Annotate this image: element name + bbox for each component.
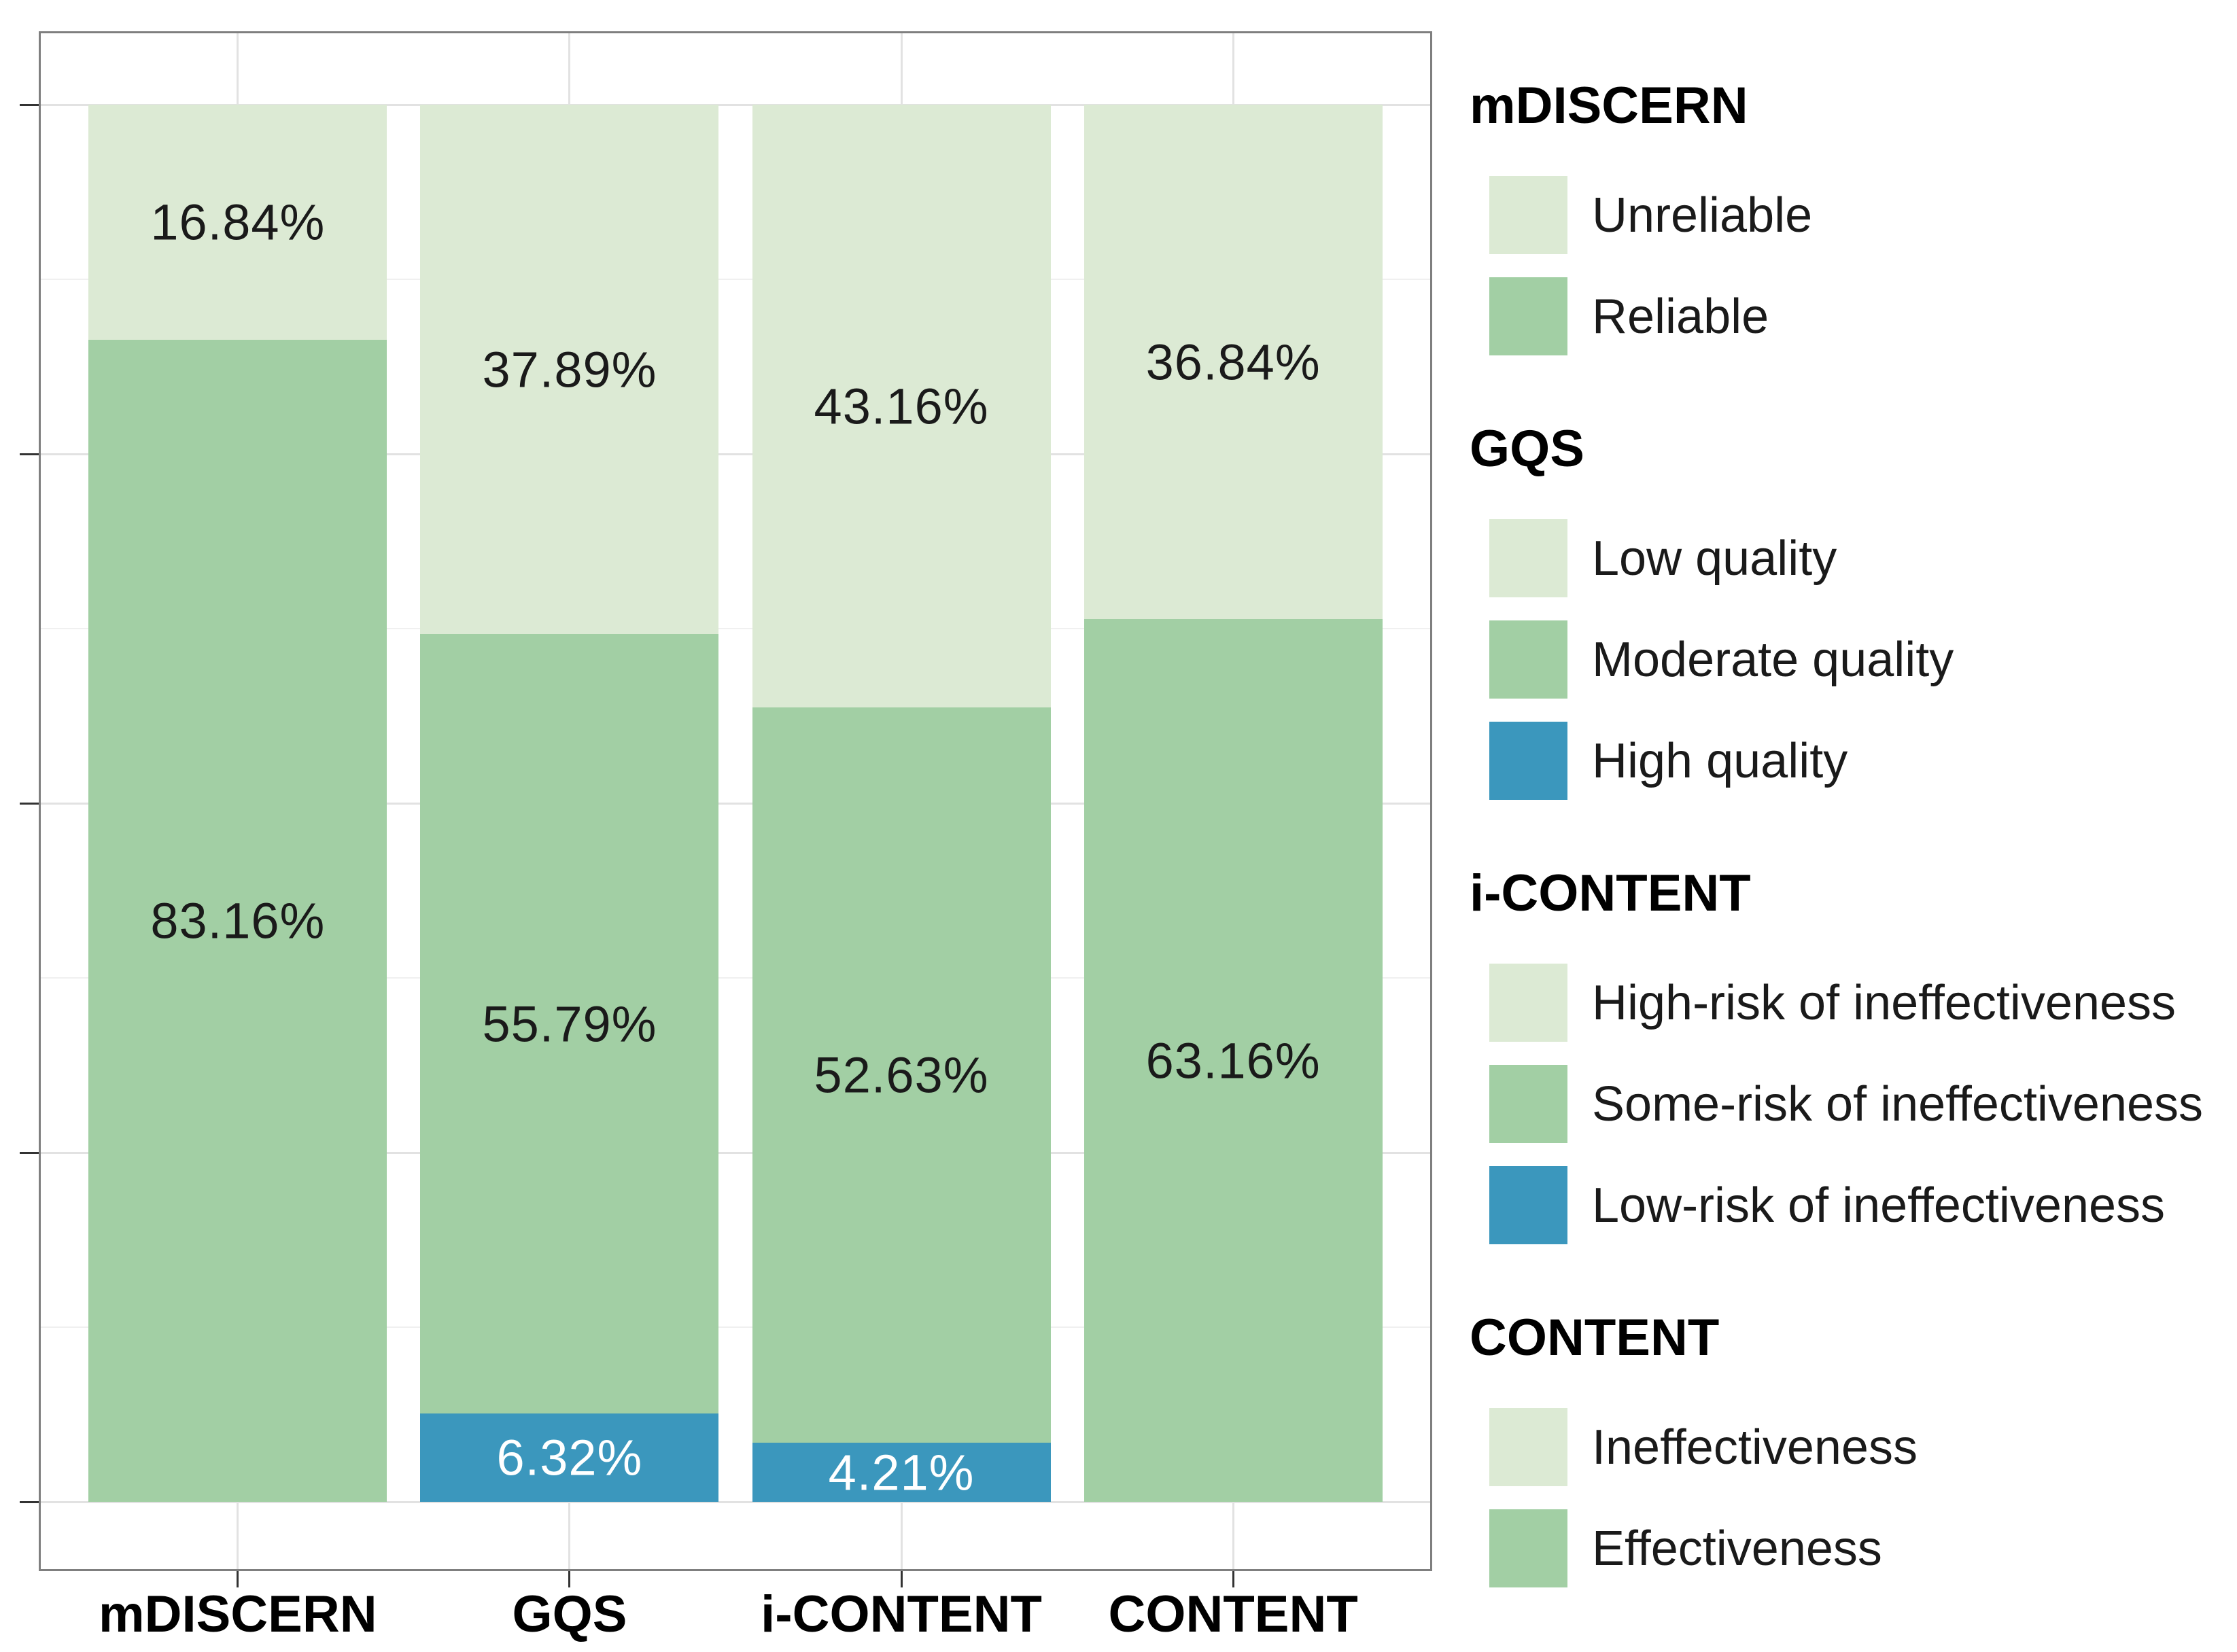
- bar-segment-i-CONTENT-Some-risk of ineffectiveness: [752, 707, 1051, 1443]
- value-label: 4.21%: [828, 1444, 975, 1501]
- legend-item-label: Unreliable: [1592, 188, 1813, 243]
- legend-group-title-i-CONTENT: i-CONTENT: [1470, 864, 1751, 922]
- legend-item-label: Reliable: [1592, 289, 1769, 344]
- x-axis-label-CONTENT: CONTENT: [1108, 1585, 1358, 1643]
- bar-segment-i-CONTENT-Low-risk of ineffectiveness: [752, 1443, 1051, 1502]
- legend-item-label: Some-risk of ineffectiveness: [1592, 1076, 2204, 1131]
- y-minor-gridline: [39, 977, 1432, 979]
- y-major-gridline: [39, 802, 1432, 805]
- legend-item-label: Low quality: [1592, 531, 1837, 586]
- x-axis-tick: [237, 1571, 239, 1587]
- y-major-gridline: [39, 453, 1432, 455]
- x-axis-label-i-CONTENT: i-CONTENT: [761, 1585, 1042, 1643]
- bar-segment-CONTENT-Ineffectiveness: [1083, 105, 1383, 620]
- legend-group-title-GQS: GQS: [1470, 420, 1584, 478]
- bar-segment-GQS-Low quality: [420, 105, 719, 635]
- y-minor-gridline: [39, 1326, 1432, 1328]
- y-axis-tick: [20, 1151, 39, 1154]
- y-axis-tick: [20, 802, 39, 805]
- legend-swatch-High quality: [1489, 722, 1567, 800]
- legend-group-title-mDISCERN: mDISCERN: [1470, 77, 1748, 135]
- legend-item-label: High quality: [1592, 733, 1848, 788]
- y-axis-tick: [20, 453, 39, 455]
- value-label: 16.84%: [150, 194, 326, 251]
- legend-item-label: Low-risk of ineffectiveness: [1592, 1178, 2166, 1233]
- bar-segment-GQS-Moderate quality: [420, 634, 719, 1414]
- plot-panel: 83.16% 16.84% 6.32% 55.79% 37.89% 4.21% 52.63%…: [39, 31, 1432, 1571]
- bar-segment-GQS-High quality: [420, 1413, 719, 1502]
- legend-item-label: Moderate quality: [1592, 632, 1954, 687]
- y-major-gridline: [39, 1500, 1432, 1503]
- x-axis-tick: [900, 1571, 903, 1587]
- x-axis-label-GQS: GQS: [512, 1585, 627, 1643]
- legend-item-label: Effectiveness: [1592, 1521, 1882, 1576]
- legend-swatch-Some-risk of ineffectiveness: [1489, 1065, 1567, 1143]
- y-axis-tick: [20, 1500, 39, 1503]
- legend-swatch-Reliable: [1489, 277, 1567, 355]
- value-label: 63.16%: [1145, 1032, 1321, 1089]
- y-major-gridline: [39, 103, 1432, 106]
- y-major-gridline: [39, 1151, 1432, 1154]
- value-label: 37.89%: [482, 341, 657, 398]
- legend-swatch-High-risk of ineffectiveness: [1489, 964, 1567, 1042]
- y-axis-tick: [20, 103, 39, 106]
- bar-segment-mDISCERN-Reliable: [88, 340, 387, 1502]
- legend-swatch-Effectiveness: [1489, 1509, 1567, 1587]
- x-axis-label-mDISCERN: mDISCERN: [99, 1585, 377, 1643]
- x-axis-tick: [1232, 1571, 1234, 1587]
- y-minor-gridline: [39, 279, 1432, 280]
- legend-item-label: High-risk of ineffectiveness: [1592, 975, 2177, 1030]
- value-label: 52.63%: [814, 1047, 989, 1104]
- legend-swatch-Ineffectiveness: [1489, 1408, 1567, 1486]
- value-label: 36.84%: [1145, 334, 1321, 391]
- value-label: 6.32%: [496, 1429, 643, 1486]
- value-label: 83.16%: [150, 892, 326, 949]
- bar-segment-CONTENT-Effectiveness: [1083, 619, 1383, 1502]
- value-label: 55.79%: [482, 996, 657, 1053]
- legend-swatch-Low quality: [1489, 519, 1567, 597]
- legend-group-title-CONTENT: CONTENT: [1470, 1309, 1720, 1367]
- x-axis-tick: [568, 1571, 571, 1587]
- bar-segment-i-CONTENT-High-risk of ineffectiveness: [752, 105, 1051, 708]
- bar-segment-mDISCERN-Unreliable: [88, 105, 387, 340]
- value-label: 43.16%: [814, 378, 989, 435]
- y-minor-gridline: [39, 628, 1432, 629]
- legend-swatch-Moderate quality: [1489, 620, 1567, 699]
- legend-swatch-Unreliable: [1489, 176, 1567, 254]
- legend-swatch-Low-risk of ineffectiveness: [1489, 1166, 1567, 1244]
- legend-item-label: Ineffectiveness: [1592, 1420, 1918, 1475]
